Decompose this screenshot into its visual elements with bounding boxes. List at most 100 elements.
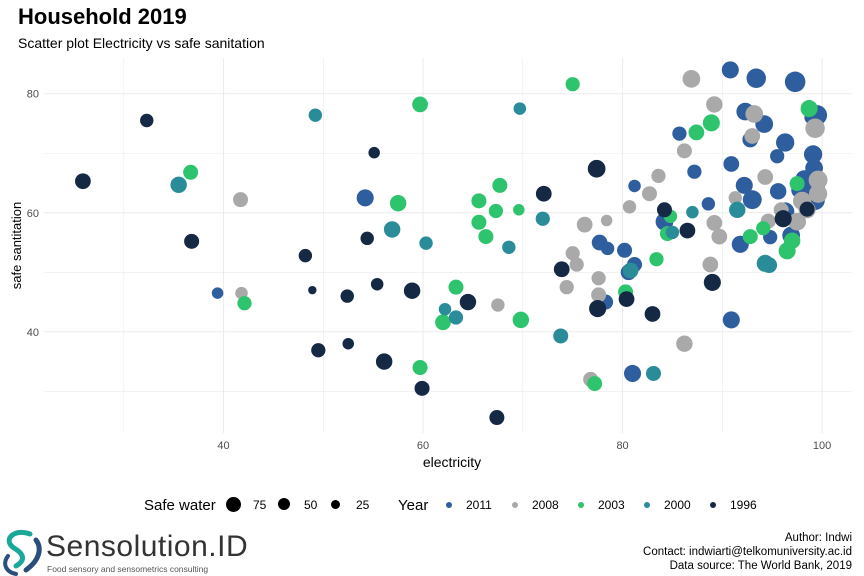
points [75,61,828,426]
point-1996 [589,300,607,318]
point-2003 [389,195,407,212]
point-2000 [553,328,569,344]
point-2003 [649,252,664,267]
point-2008 [591,287,607,303]
point-1996 [553,261,570,278]
point-2003 [756,221,771,236]
point-2003 [783,232,801,249]
point-2011 [701,197,716,211]
point-2000 [448,310,464,325]
point-2003 [789,176,805,192]
point-2003 [565,77,580,92]
year-legend-dot-1996 [710,502,716,508]
point-1996 [644,306,661,322]
point-2008 [622,200,637,214]
y-tick-label: 40 [27,327,39,339]
point-2011 [672,126,687,141]
point-2000 [535,211,550,226]
point-1996 [679,222,696,239]
point-2008 [676,143,692,159]
point-2000 [438,302,452,316]
year-legend-dot-2000 [644,502,650,508]
point-2000 [622,262,639,279]
point-1996 [140,113,154,128]
point-2003 [702,114,720,132]
point-2003 [800,100,818,118]
point-2003 [237,296,252,311]
point-2003 [492,177,508,193]
legend: Safe water 75 50 25 Year 2011 2008 2003 … [0,492,864,520]
chart-title: Household 2019 [18,4,187,29]
point-2008 [706,215,723,231]
point-1996 [184,233,200,249]
point-1996 [703,273,721,291]
point-1996 [308,285,317,295]
point-2000 [502,240,516,254]
chart-subtitle: Scatter plot Electricity vs safe sanitat… [18,35,265,51]
point-2000 [419,236,433,250]
year-legend-label-2003: 2003 [598,498,625,512]
point-2008 [676,335,693,352]
point-2003 [448,279,464,295]
year-legend-label-2011: 2011 [466,498,492,512]
year-legend-label-2000: 2000 [664,498,691,512]
point-1996 [370,277,384,291]
point-1996 [368,146,380,159]
point-2000 [513,102,527,115]
point-2011 [769,183,787,200]
point-1996 [340,289,354,303]
point-2008 [745,105,764,123]
point-2011 [722,311,740,329]
point-2003 [471,193,487,209]
point-1996 [375,353,393,370]
y-tick-label: 60 [27,208,39,220]
size-legend-label-25: 25 [356,498,370,512]
point-2011 [776,133,795,152]
point-2008 [744,128,761,144]
x-tick-label: 40 [217,440,229,452]
point-2011 [600,241,615,256]
point-2008 [565,246,580,261]
point-1996 [656,202,672,218]
axes: 40 60 80 100 40 60 80 electricity safe santitati… [9,89,831,470]
point-2008 [702,256,719,273]
point-2008 [808,184,828,203]
point-1996 [587,159,606,178]
point-2000 [665,225,680,240]
point-2008 [491,298,505,312]
size-legend-dot-50 [278,498,290,510]
point-2000 [761,257,778,274]
point-2000 [308,108,323,122]
point-2008 [641,186,658,202]
point-2008 [757,169,774,185]
point-2000 [170,176,187,194]
year-legend-title: Year [398,497,429,514]
point-2003 [471,214,487,230]
point-2003 [435,314,451,331]
point-2008 [728,191,742,205]
point-1996 [311,343,326,358]
credits: Author: Indwi Contact: indwiarti@telkomu… [643,531,852,573]
point-2000 [383,221,401,238]
x-axis-label: electricity [423,454,481,470]
point-2008 [682,69,701,88]
point-2011 [356,189,374,207]
point-2011 [803,145,823,164]
point-2003 [183,164,199,180]
point-1996 [360,231,374,246]
point-2008 [808,170,828,190]
point-2008 [788,212,806,231]
scatter-plot: 40 60 80 100 40 60 80 electricity safe santitati… [9,58,852,470]
point-2011 [617,242,633,258]
size-legend-label-75: 75 [253,498,267,512]
point-1996 [75,173,91,190]
point-2008 [706,96,723,113]
point-2003 [742,229,758,245]
point-2011 [721,61,739,79]
point-2003 [412,96,428,113]
point-2008 [651,168,666,183]
point-2003 [512,311,530,329]
point-2011 [628,179,641,193]
point-2011 [623,364,642,383]
point-1996 [799,201,815,217]
